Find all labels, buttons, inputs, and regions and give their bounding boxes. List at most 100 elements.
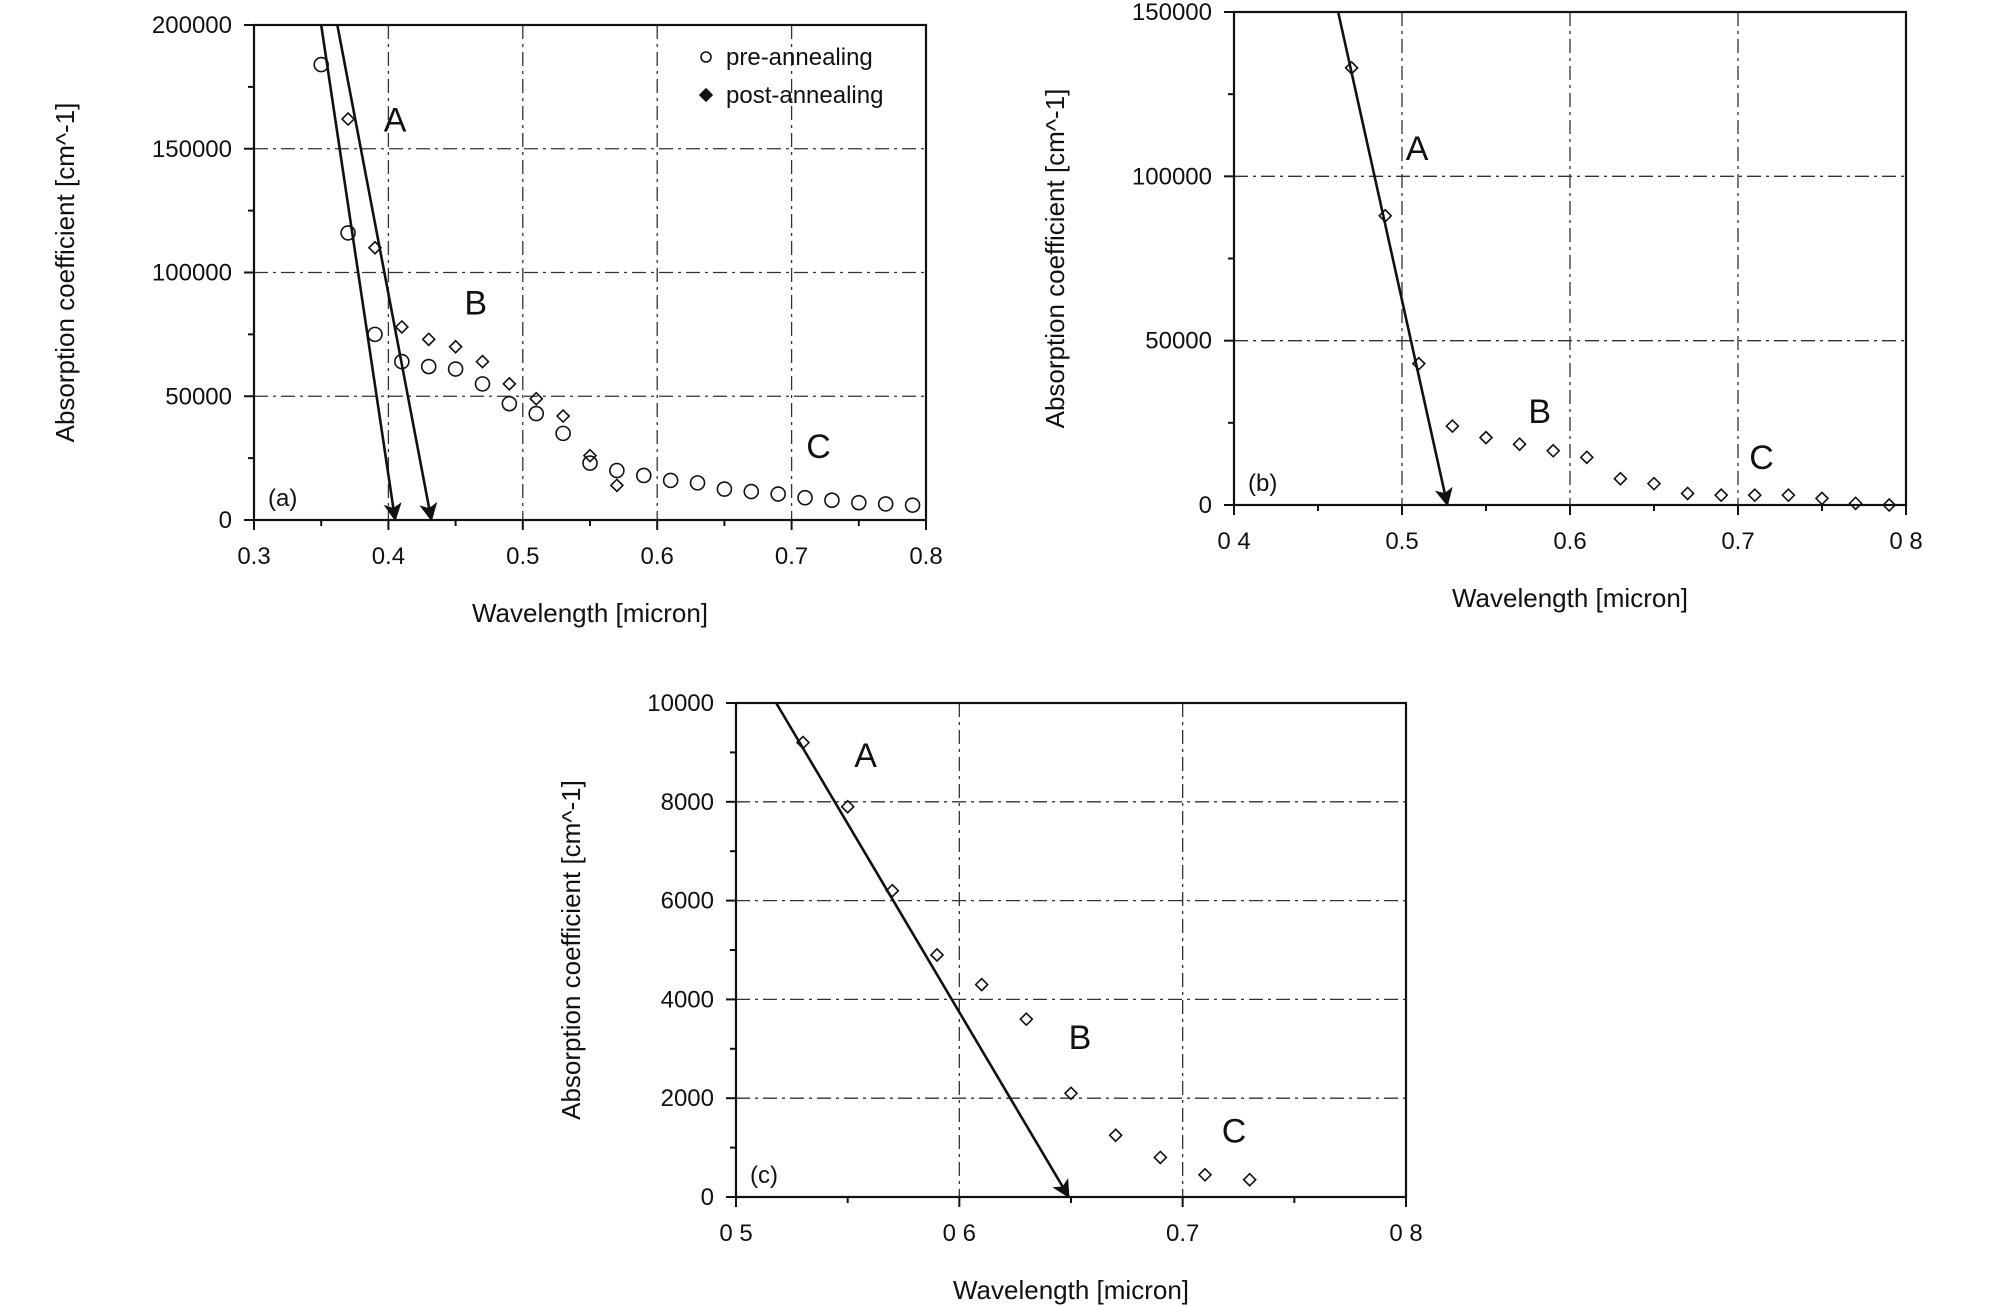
data-point-circle: [394, 353, 410, 370]
data-point-circle: [743, 483, 760, 500]
y-tick-label: 6000: [661, 888, 714, 915]
data-point-diamond: [340, 111, 356, 127]
data-point-diamond: [448, 339, 463, 354]
data-point-circle: [904, 497, 921, 513]
y-tick-label: 0: [219, 507, 232, 534]
chart-panel-c: 0 5 0 6 0.7 0 8 0 2000 4000 6000 8000 10000 Wavele…: [556, 690, 1423, 1305]
y-tick-label: 50000: [165, 383, 232, 410]
data-point-diamond: [1378, 208, 1393, 223]
data-point-diamond: [795, 735, 811, 750]
legend-marker-circle: [700, 51, 712, 63]
data-point-diamond: [974, 977, 989, 992]
x-tick-label: 0.8: [909, 543, 942, 570]
data-point-circle: [340, 225, 356, 241]
y-tick-label: 200000: [152, 12, 232, 39]
x-tick-label: 0.5: [506, 543, 539, 570]
x-tick-label: 0 8: [1389, 1220, 1422, 1247]
data-point-circle: [635, 467, 652, 484]
fit-arrow-line: [319, 24, 402, 522]
data-point-diamond: [929, 947, 945, 963]
x-tick-label: 0.4: [372, 543, 405, 570]
data-point-diamond: [582, 448, 598, 463]
data-point-diamond: [1814, 491, 1830, 506]
data-point-diamond: [502, 376, 517, 392]
data-point-diamond: [1848, 496, 1863, 511]
data-point-diamond: [1445, 418, 1460, 434]
legend-entry-label: pre-annealing: [726, 44, 873, 71]
data-point-diamond: [1882, 497, 1897, 513]
y-tick-label: 150000: [152, 136, 232, 163]
panel-label: (b): [1248, 470, 1277, 497]
region-label-b: B: [464, 285, 487, 323]
data-point-diamond: [1478, 430, 1494, 445]
x-axis-label: Wavelength [micron]: [953, 1275, 1189, 1305]
data-point-circle: [474, 376, 491, 392]
data-point-diamond: [1344, 60, 1359, 76]
data-point-circle: [367, 326, 383, 343]
y-tick-label: 2000: [661, 1085, 714, 1112]
x-tick-label: 0.7: [1166, 1220, 1199, 1247]
region-label-a: A: [1406, 130, 1429, 168]
x-tick-label: 0 4: [1217, 528, 1250, 555]
x-tick-label: 0 6: [943, 1220, 976, 1247]
x-tick-label: 0.6: [1553, 528, 1586, 555]
y-axis-label: Absorption coefficient [cm^-1]: [1040, 89, 1070, 429]
fit-arrow-line: [1336, 11, 1453, 507]
data-point-circle: [609, 462, 625, 479]
data-point-circle: [501, 395, 518, 412]
x-tick-label: 0.5: [1385, 528, 1418, 555]
x-tick-label: 0.3: [237, 543, 270, 570]
data-point-circle: [313, 56, 330, 73]
y-tick-label: 150000: [1132, 0, 1212, 26]
data-point-circle: [555, 425, 571, 442]
data-point-diamond: [609, 478, 625, 493]
region-label-a: A: [854, 737, 877, 775]
data-point-diamond: [1680, 486, 1695, 501]
y-tick-label: 0: [701, 1184, 714, 1211]
data-point-diamond: [1063, 1086, 1079, 1101]
panel-label: (a): [268, 485, 297, 512]
y-tick-label: 100000: [152, 260, 232, 287]
y-tick-label: 50000: [1145, 328, 1212, 355]
data-point-circle: [662, 472, 679, 489]
chart-panel-b: 0 4 0.5 0.6 0.7 0 8 0 50000 100000 150000 Wavelen…: [1040, 0, 1923, 613]
x-tick-label: 0 8: [1889, 528, 1922, 555]
region-label-b: B: [1069, 1019, 1092, 1057]
region-label-c: C: [1222, 1113, 1247, 1151]
data-point-diamond: [529, 391, 544, 406]
data-point-diamond: [1019, 1012, 1034, 1027]
x-tick-label: 0.7: [775, 543, 808, 570]
data-point-diamond: [1714, 488, 1729, 503]
plot-frame: [734, 701, 1408, 1199]
x-tick-label: 0 5: [719, 1220, 752, 1247]
data-point-diamond: [421, 332, 436, 347]
y-tick-label: 10000: [647, 690, 714, 717]
fit-arrow-line: [775, 702, 1070, 1199]
data-point-diamond: [1546, 443, 1561, 458]
x-axis-label: Wavelength [micron]: [1452, 583, 1688, 613]
data-point-circle: [770, 486, 786, 502]
region-label-c: C: [1749, 439, 1774, 477]
data-point-diamond: [1579, 450, 1594, 465]
panel-label: (c): [750, 1162, 778, 1189]
data-point-diamond: [1613, 471, 1628, 486]
data-point-circle: [447, 361, 464, 377]
region-label-a: A: [384, 101, 407, 139]
data-point-diamond: [1747, 488, 1762, 503]
data-point-diamond: [1781, 488, 1796, 503]
data-point-circle: [824, 492, 840, 509]
y-tick-label: 0: [1199, 492, 1212, 519]
x-tick-label: 0.7: [1721, 528, 1754, 555]
data-point-circle: [582, 455, 598, 471]
data-point-diamond: [475, 354, 490, 369]
x-tick-label: 0.6: [641, 543, 674, 570]
legend-marker-diamond: [698, 87, 714, 103]
data-point-diamond: [1646, 476, 1662, 491]
data-point-circle: [797, 489, 813, 506]
fit-arrow-line: [336, 24, 438, 522]
y-tick-label: 8000: [661, 789, 714, 816]
data-point-circle: [716, 481, 733, 497]
y-axis-label: Absorption coefficient [cm^-1]: [50, 103, 80, 443]
data-point-diamond: [1411, 356, 1426, 371]
